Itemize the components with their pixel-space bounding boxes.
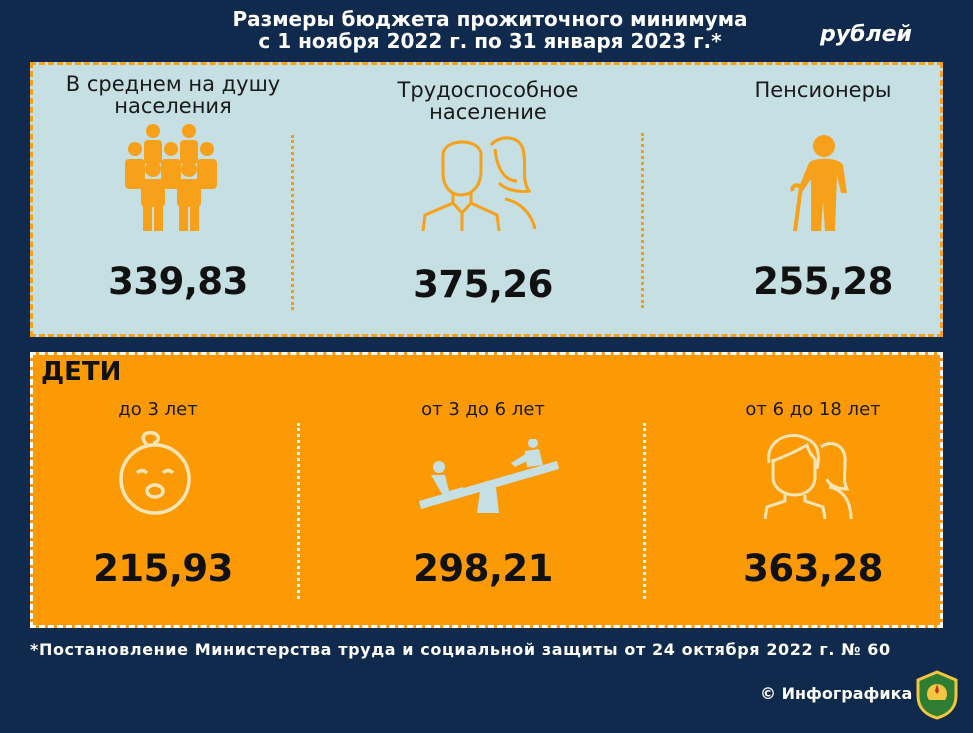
seesaw-icon (419, 439, 559, 513)
per-capita-label: В среднем на душу населения (43, 73, 303, 117)
per-capita-label-line-2: населения (114, 94, 232, 118)
divider (291, 135, 294, 310)
teenagers-icon (763, 433, 853, 520)
working-age-label-line-1: Трудоспособное (397, 78, 579, 102)
age3to6-label: от 3 до 6 лет (421, 399, 545, 420)
baby-face-icon (119, 430, 191, 515)
working-age-label-line-2: население (429, 100, 547, 124)
emblem-logo (916, 670, 958, 720)
title-line-2: с 1 ноября 2022 г. по 31 января 2023 г.* (258, 29, 722, 53)
children-title: ДЕТИ (41, 357, 122, 387)
people-group-icon (125, 124, 217, 231)
pensioners-value: 255,28 (753, 260, 893, 303)
unit-label: рублей (820, 22, 912, 47)
divider (643, 423, 646, 599)
credit: © Инфографика (760, 684, 913, 703)
children-panel: ДЕТИ до 3 лет 215,93 от 3 до 6 лет 298,2… (30, 352, 943, 628)
couple-icon (421, 136, 537, 231)
under3-value: 215,93 (93, 547, 233, 590)
title-line-1: Размеры бюджета прожиточного минимума (232, 7, 748, 31)
per-capita-label-line-1: В среднем на душу (65, 72, 281, 96)
under3-label: до 3 лет (118, 399, 198, 420)
per-capita-value: 339,83 (108, 260, 248, 303)
age3to6-value: 298,21 (413, 547, 553, 590)
divider (641, 133, 644, 308)
divider (297, 423, 300, 599)
age6to18-value: 363,28 (743, 547, 883, 590)
pensioners-label: Пенсионеры (754, 78, 892, 102)
page-title: Размеры бюджета прожиточного минимума с … (150, 8, 830, 52)
age6to18-label: от 6 до 18 лет (745, 399, 881, 420)
working-age-label: Трудоспособное население (363, 79, 613, 123)
footnote: *Постановление Министерства труда и соци… (30, 640, 891, 659)
adults-panel: В среднем на душу населения 339,83 Трудо… (30, 62, 943, 337)
elderly-person-icon (790, 135, 847, 232)
working-age-value: 375,26 (413, 263, 553, 306)
